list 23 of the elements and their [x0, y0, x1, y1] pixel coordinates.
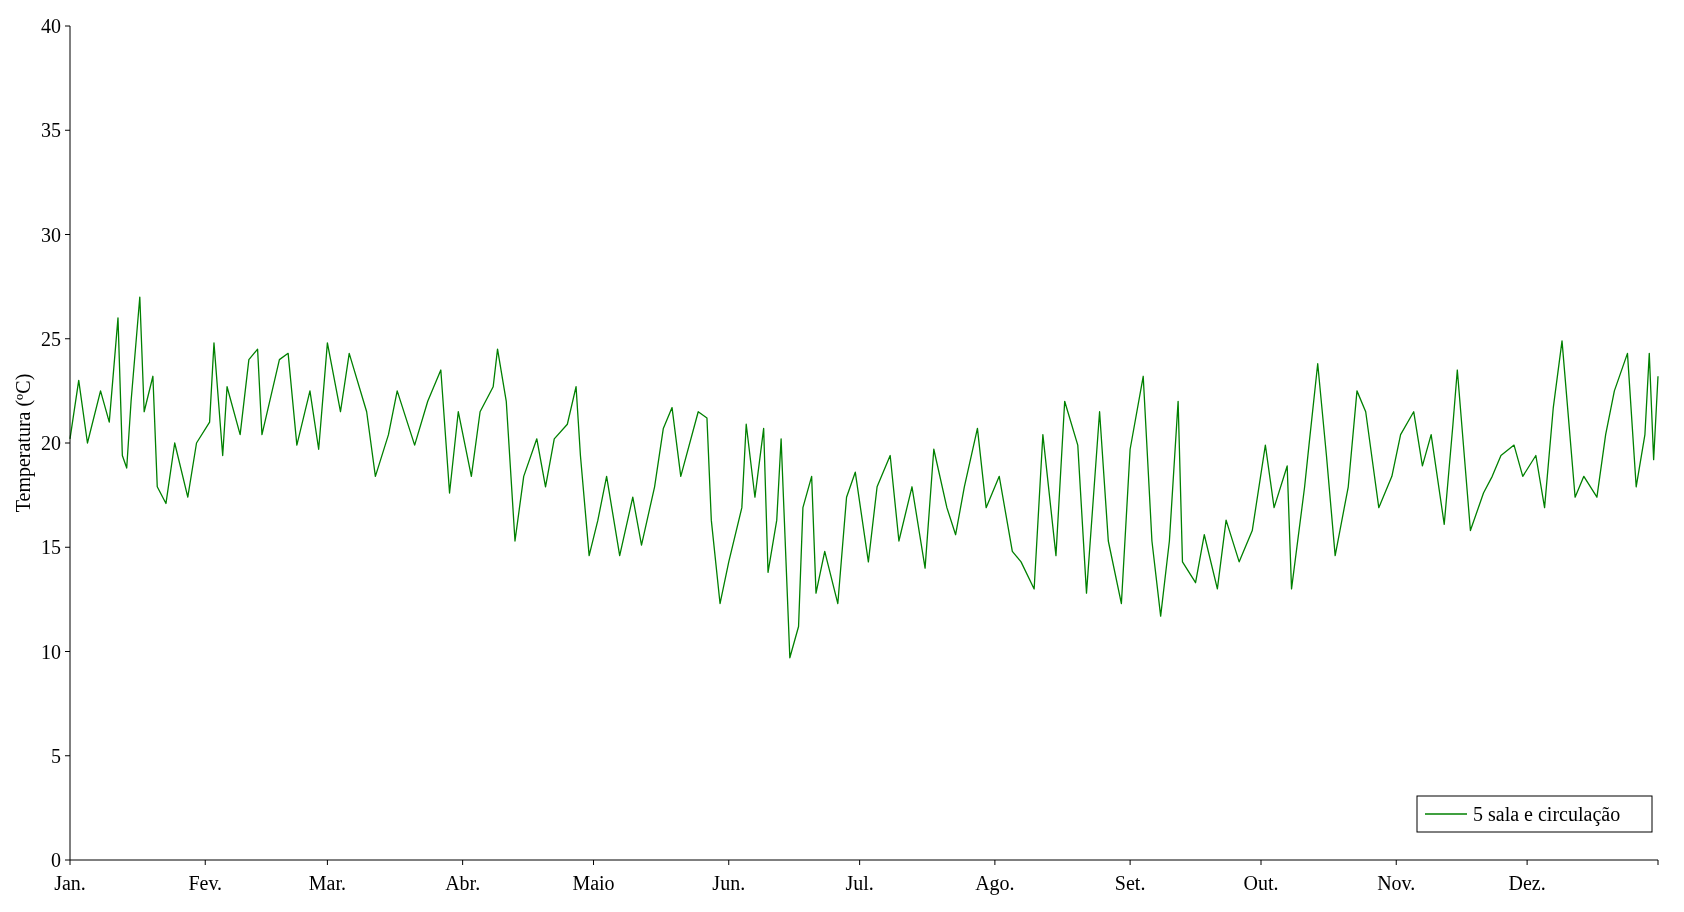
x-tick-label: Maio [572, 872, 615, 894]
y-tick-label: 40 [41, 15, 61, 37]
y-tick-label: 15 [41, 536, 61, 559]
x-tick-label: Jun. [712, 872, 746, 894]
x-tick-label: Jul. [845, 872, 874, 894]
x-tick-label: Set. [1114, 872, 1146, 894]
x-tick-label: Out. [1243, 872, 1279, 894]
y-tick-label: 25 [41, 327, 61, 350]
x-tick-label: Fev. [188, 872, 223, 894]
x-tick-label: Jan. [54, 872, 86, 894]
x-tick-label: Dez. [1508, 872, 1546, 894]
x-tick-label: Nov. [1377, 872, 1416, 894]
x-tick-label: Ago. [975, 872, 1015, 895]
y-tick-label: 20 [41, 432, 61, 454]
y-tick-label: 5 [51, 744, 61, 767]
y-tick-label: 0 [51, 849, 61, 871]
y-tick-label: 30 [41, 223, 61, 246]
x-tick-label: Mar. [308, 872, 346, 894]
legend-label: 5 sala e circulação [1473, 803, 1621, 826]
y-tick-label: 10 [41, 640, 61, 663]
x-tick-label: Abr. [445, 872, 481, 894]
y-axis-title: Temperatura (ºC) [12, 373, 35, 513]
y-tick-label: 35 [41, 119, 61, 142]
